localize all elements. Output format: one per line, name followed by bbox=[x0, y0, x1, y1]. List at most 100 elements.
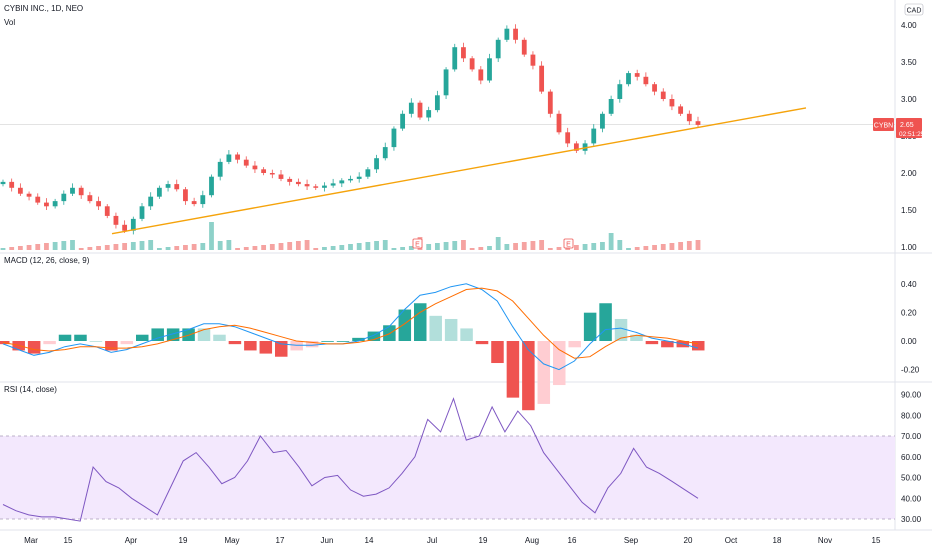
candle-body bbox=[626, 73, 631, 85]
candle-body bbox=[513, 28, 518, 40]
time-axis: Mar 15 Apr 19 May 17 Jun 14 Jul 19 Aug 16 Sep 20 Oct 18… bbox=[24, 536, 881, 545]
signal-line bbox=[2, 287, 699, 359]
currency-badge[interactable]: CAD bbox=[904, 3, 924, 16]
volume-bar bbox=[217, 241, 223, 250]
volume-bar bbox=[209, 222, 214, 250]
volume-bar bbox=[643, 246, 649, 250]
rsi-tick-label: 70.00 bbox=[901, 432, 922, 441]
volume-bar bbox=[547, 248, 553, 250]
macd-histogram-bar bbox=[58, 334, 72, 341]
rsi-tick-label: 80.00 bbox=[901, 411, 922, 420]
rsi-band bbox=[0, 436, 895, 519]
volume-bar bbox=[313, 248, 319, 250]
time-tick-label: Aug bbox=[525, 536, 539, 545]
volume-bar bbox=[495, 237, 501, 250]
volume-bar bbox=[469, 248, 475, 250]
volume-bar bbox=[443, 242, 449, 250]
time-tick-label: Nov bbox=[818, 536, 832, 545]
candle-body bbox=[556, 113, 562, 133]
macd-histogram-bar bbox=[537, 341, 551, 404]
macd-axis: 0.40 0.20 0.00 -0.20 bbox=[901, 280, 920, 375]
volume-bar bbox=[513, 243, 518, 250]
volume-bar bbox=[452, 241, 458, 250]
time-tick-label: Oct bbox=[725, 536, 738, 545]
volume-bar bbox=[582, 244, 588, 250]
volume-bar bbox=[478, 247, 484, 250]
candle-body bbox=[669, 99, 675, 107]
volume-bar bbox=[130, 242, 136, 250]
volume-bar bbox=[660, 244, 666, 250]
volume-bar bbox=[695, 240, 701, 250]
volume-bar bbox=[295, 241, 301, 250]
macd-histogram-bar bbox=[244, 341, 257, 351]
macd-histogram-bar bbox=[120, 341, 134, 345]
volume-bar bbox=[261, 245, 267, 250]
candle-body bbox=[35, 196, 41, 203]
candle-body bbox=[235, 154, 240, 160]
rsi-line bbox=[2, 397, 699, 522]
volume-bar bbox=[365, 242, 371, 250]
time-tick-label: Apr bbox=[125, 536, 138, 545]
candle-body bbox=[0, 181, 6, 185]
candle-body bbox=[9, 181, 15, 188]
volume-bar bbox=[408, 246, 414, 250]
candle-body bbox=[148, 196, 154, 207]
candle-body bbox=[44, 202, 49, 207]
macd-legend: MACD (12, 26, close, 9) bbox=[4, 256, 90, 265]
earnings-marker-label: E bbox=[566, 242, 571, 249]
candle-body bbox=[261, 169, 267, 173]
candle-body bbox=[634, 73, 640, 77]
volume-bar bbox=[26, 245, 32, 250]
candle-body bbox=[139, 206, 145, 219]
macd-histogram-bar bbox=[692, 341, 705, 351]
earnings-marker[interactable]: E bbox=[563, 238, 574, 249]
candle-body bbox=[521, 39, 527, 55]
candle-body bbox=[287, 178, 293, 182]
rsi-tick-label: 90.00 bbox=[901, 391, 922, 400]
volume-bar bbox=[165, 247, 171, 250]
candle-body bbox=[382, 147, 388, 159]
volume-bar bbox=[608, 233, 614, 250]
volume-bar bbox=[287, 242, 293, 250]
volume-bar bbox=[17, 246, 23, 250]
volume-bar bbox=[391, 248, 397, 250]
volume-bar bbox=[156, 248, 162, 250]
macd-histogram-bar bbox=[89, 341, 103, 342]
candle-body bbox=[678, 106, 684, 114]
time-tick-label: Mar bbox=[24, 536, 38, 545]
time-tick-label: 14 bbox=[365, 536, 374, 545]
volume-bar bbox=[600, 242, 605, 250]
earnings-marker[interactable]: E bbox=[412, 238, 423, 249]
time-tick-label: Jun bbox=[321, 536, 334, 545]
macd-histogram-bar bbox=[367, 331, 381, 341]
candle-body bbox=[295, 181, 301, 185]
candle-body bbox=[130, 218, 136, 231]
candle-body bbox=[573, 143, 579, 151]
candle-body bbox=[87, 195, 93, 202]
volume-bar bbox=[530, 241, 536, 250]
rsi-legend: RSI (14, close) bbox=[4, 385, 57, 394]
candle-body bbox=[478, 69, 484, 81]
volume-bar bbox=[539, 240, 545, 250]
volume-bar bbox=[521, 242, 527, 250]
volume-bar bbox=[139, 241, 145, 250]
candle-body bbox=[469, 58, 475, 70]
price-tick-label: 3.50 bbox=[901, 58, 917, 67]
svg-text:CAD: CAD bbox=[907, 8, 922, 15]
volume-bar bbox=[104, 245, 110, 250]
candle-body bbox=[365, 169, 371, 177]
macd-histogram-bar bbox=[27, 341, 41, 354]
volume-bar bbox=[669, 243, 675, 250]
macd-histogram-bar bbox=[661, 341, 674, 348]
macd-histogram-bar bbox=[414, 303, 427, 341]
volume-bar bbox=[87, 247, 93, 250]
volume-bar bbox=[96, 246, 101, 250]
macd-histogram-bar bbox=[645, 341, 659, 345]
macd-histogram-bar bbox=[491, 341, 504, 364]
macd-line bbox=[2, 283, 699, 371]
volume-bar bbox=[235, 248, 240, 250]
volume-bar bbox=[434, 243, 440, 250]
volume-bar bbox=[113, 244, 119, 250]
volume-bar bbox=[426, 244, 432, 250]
